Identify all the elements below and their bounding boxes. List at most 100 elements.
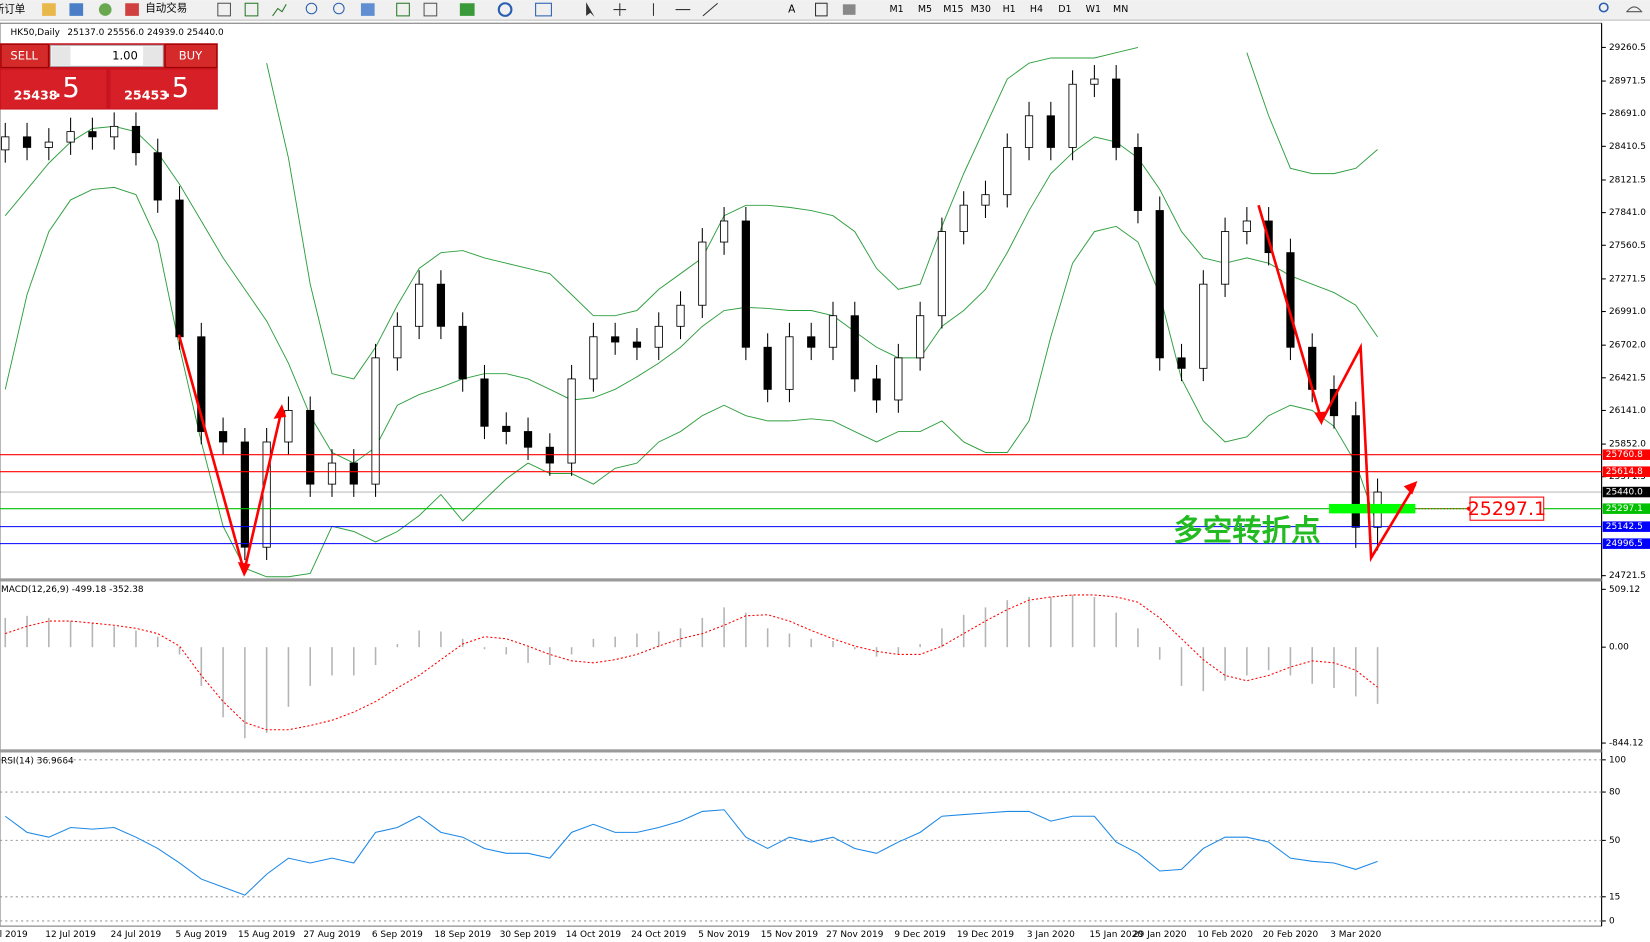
buy-label[interactable]: BUY [179, 48, 203, 62]
x-tick-label: 3 Jan 2020 [1027, 930, 1075, 940]
line-tools[interactable] [652, 2, 719, 17]
bid-box[interactable] [1, 69, 107, 109]
band-lower [4, 186, 1379, 578]
price-level-label: 25297.1 [1606, 504, 1643, 514]
callout-box [1469, 496, 1545, 521]
callout-label: 25297.1 [1468, 498, 1546, 520]
x-tick-label: 1 Jul 2019 [0, 930, 28, 940]
lot-up[interactable] [143, 46, 163, 66]
x-tick-label: 24 Oct 2019 [631, 930, 687, 940]
x-tick-label: 18 Sep 2019 [434, 930, 491, 940]
y-tick-label: 27271.5 [1609, 274, 1646, 284]
sell-label[interactable]: SELL [10, 48, 38, 62]
x-tick-label: 5 Nov 2019 [698, 930, 750, 940]
icon[interactable] [423, 2, 438, 17]
turning-point-marker [1329, 503, 1416, 514]
templates[interactable] [535, 2, 552, 17]
buy-button[interactable] [164, 43, 218, 68]
timeframe-button[interactable]: M5 [918, 4, 932, 15]
indicators[interactable] [459, 3, 475, 16]
y-tick-label: 25852.0 [1609, 440, 1646, 450]
candle-body [1046, 115, 1055, 148]
lot-down[interactable] [51, 46, 71, 66]
candle-body [1286, 252, 1295, 348]
chat[interactable] [1625, 6, 1643, 13]
zoom-in[interactable] [305, 2, 318, 15]
timeframe-button[interactable]: M15 [943, 4, 963, 15]
icon[interactable] [360, 3, 375, 16]
candle-body [1220, 231, 1230, 285]
x-tick-label: 10 Feb 2020 [1197, 930, 1253, 940]
text-tool[interactable]: A [788, 4, 796, 16]
candle-body [981, 194, 990, 206]
lot-input[interactable] [49, 44, 164, 67]
icon[interactable] [69, 3, 84, 16]
icon[interactable] [217, 2, 231, 17]
label-tool[interactable] [815, 2, 828, 17]
one-click-trading: SELL 1.00 BUY 25438 .5 25453 .5 [0, 43, 218, 110]
shapes-tool[interactable] [842, 4, 856, 15]
auto-trading-icon[interactable] [125, 3, 139, 16]
candle-body [44, 141, 53, 148]
indicator-title: MACD(12,26,9) -499.18 -352.38 [1, 585, 144, 595]
bid-price[interactable]: 25438 [14, 87, 58, 102]
candle-body [284, 410, 293, 443]
timeframe-button[interactable]: H1 [1003, 4, 1016, 15]
price-level-tag [1602, 486, 1650, 498]
x-tick-label: 20 Feb 2020 [1263, 930, 1319, 940]
icon[interactable] [42, 3, 56, 16]
candle-body [153, 152, 162, 201]
x-tick-label: 12 Jul 2019 [45, 930, 96, 940]
search[interactable] [1598, 2, 1609, 13]
x-tick-label: 27 Nov 2019 [826, 930, 884, 940]
bid-pip[interactable]: .5 [54, 73, 80, 104]
timeframe-button[interactable]: D1 [1058, 4, 1071, 15]
toolbar: 新订单 自动交易 A M1 M5 M15 M30 H1 H4 D1 W1 MN [0, 0, 1650, 21]
ask-price[interactable]: 25453 [124, 87, 168, 102]
x-tick-label: 3 Mar 2020 [1330, 930, 1381, 940]
x-tick-label: 29 Jan 2020 [1133, 930, 1187, 940]
y-tick-label: 26141.0 [1609, 406, 1646, 416]
x-tick-label: 27 Aug 2019 [303, 930, 361, 940]
sell-button[interactable] [0, 43, 49, 68]
candle-body [676, 304, 685, 327]
candle-body [1177, 357, 1186, 369]
candle-body [850, 315, 859, 380]
candle-body [1003, 147, 1012, 196]
candle-body [22, 136, 32, 148]
toolbar-bg [0, 0, 1650, 21]
icon[interactable] [244, 2, 259, 17]
candle-body [1155, 210, 1164, 359]
timeframe-button[interactable]: MN [1113, 4, 1128, 15]
candle-body [393, 325, 402, 359]
zoom-out[interactable] [333, 2, 345, 15]
auto-trading-button[interactable]: 自动交易 [145, 2, 187, 15]
candle-body [741, 220, 750, 348]
new-order-button[interactable]: 新订单 [0, 3, 25, 16]
timeframe-button[interactable]: H4 [1030, 4, 1043, 15]
x-tick-label: 15 Aug 2019 [238, 930, 296, 940]
candle-body [458, 325, 467, 380]
candle-body [872, 378, 881, 401]
price-level-tag [1602, 538, 1650, 549]
candle-body [567, 378, 576, 464]
icon[interactable] [396, 2, 410, 17]
candle-body [371, 357, 380, 485]
ask-pip[interactable]: .5 [163, 73, 189, 104]
lot-value[interactable]: 1.00 [112, 48, 138, 62]
timeframe-button[interactable]: W1 [1086, 4, 1101, 15]
y-tick-label: 27841.0 [1609, 208, 1646, 218]
crosshair-tool[interactable] [613, 3, 627, 16]
y-tick-label: 25571.5 [1609, 472, 1646, 482]
ask-box[interactable] [110, 69, 217, 109]
arrow-path [1257, 204, 1417, 563]
timeframe-button[interactable]: M30 [971, 4, 991, 15]
icon[interactable] [272, 4, 287, 17]
y-tick-label: 100 [1609, 755, 1626, 765]
periods[interactable] [497, 2, 513, 17]
icon[interactable] [98, 3, 112, 16]
candle-body [480, 378, 489, 427]
timeframe-button[interactable]: M1 [889, 4, 903, 15]
